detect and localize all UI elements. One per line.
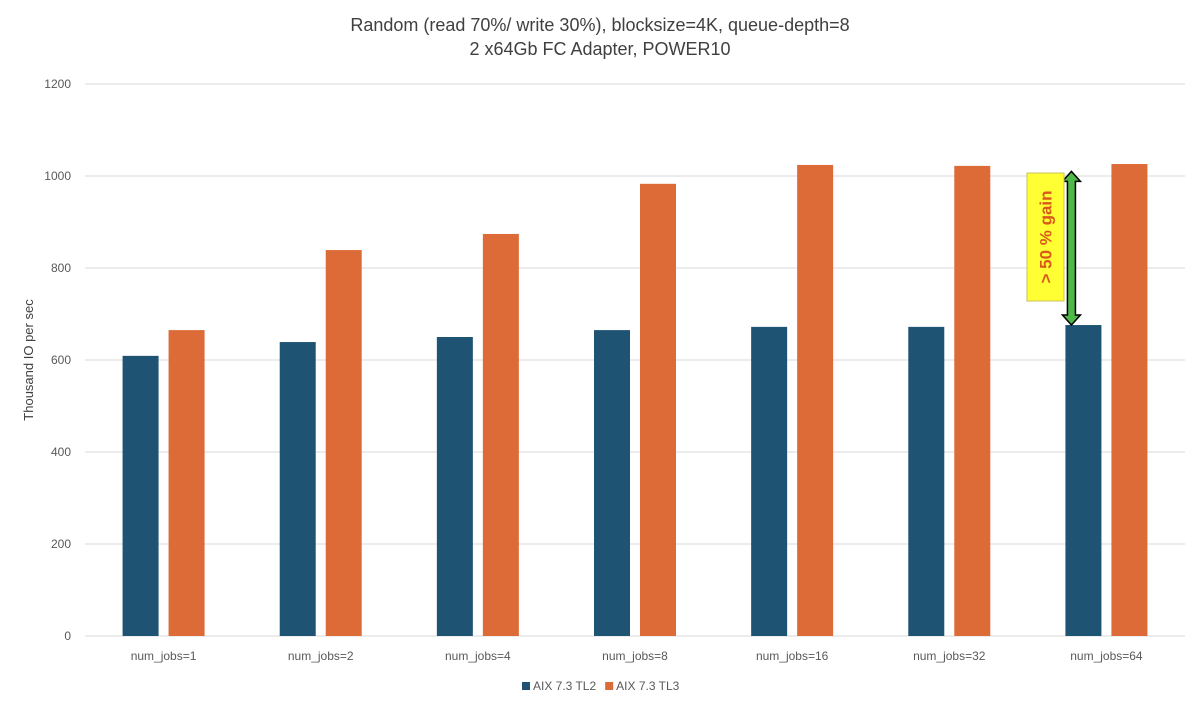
bar-aix-7-3-tl2-num_jobs-32 [908, 326, 945, 636]
bar-aix-7-3-tl3-num_jobs-1 [168, 330, 205, 636]
bar-aix-7-3-tl2-num_jobs-8 [594, 330, 630, 636]
bar-aix-7-3-tl3-num_jobs-8 [640, 183, 676, 636]
bar-aix-7-3-tl3-num_jobs-64 [1111, 164, 1148, 637]
chart-title-line-1: Random (read 70%/ write 30%), blocksize=… [350, 15, 849, 35]
y-tick-label: 400 [51, 445, 71, 459]
chart-title-line-2: 2 x64Gb FC Adapter, POWER10 [469, 39, 730, 59]
bar-aix-7-3-tl2-num_jobs-4 [436, 337, 473, 636]
y-tick-label: 200 [51, 537, 71, 551]
legend-swatch [605, 682, 614, 690]
bar-aix-7-3-tl3-num_jobs-2 [325, 250, 362, 636]
annotation-box [1026, 172, 1065, 302]
x-tick-label: num_jobs=8 [602, 649, 668, 663]
double-arrow-icon [1060, 170, 1083, 327]
bar-aix-7-3-tl2-num_jobs-64 [1065, 325, 1102, 636]
y-axis-label: Thousand IO per sec [21, 299, 36, 421]
x-tick-label: num_jobs=1 [131, 649, 197, 663]
bar-aix-7-3-tl2-num_jobs-1 [122, 355, 159, 636]
x-tick-label: num_jobs=16 [756, 649, 829, 663]
y-tick-label: 600 [51, 353, 71, 367]
bar-aix-7-3-tl3-num_jobs-16 [797, 164, 834, 636]
x-tick-label: num_jobs=4 [445, 649, 511, 663]
bar-aix-7-3-tl3-num_jobs-4 [482, 233, 519, 636]
bar-aix-7-3-tl2-num_jobs-2 [279, 342, 316, 636]
annotation-text: > 50 % gain [1037, 190, 1056, 283]
y-tick-label: 1000 [44, 169, 71, 183]
bar-aix-7-3-tl3-num_jobs-32 [954, 165, 991, 636]
x-tick-label: num_jobs=32 [913, 649, 986, 663]
x-tick-label: num_jobs=64 [1070, 649, 1143, 663]
legend-swatch [522, 682, 530, 690]
legend-label: AIX 7.3 TL2 [533, 679, 596, 693]
y-tick-label: 1200 [44, 77, 71, 91]
y-tick-label: 800 [51, 261, 71, 275]
bar-aix-7-3-tl2-num_jobs-16 [751, 326, 788, 636]
x-tick-label: num_jobs=2 [288, 649, 354, 663]
y-tick-label: 0 [64, 629, 71, 643]
legend-label: AIX 7.3 TL3 [616, 679, 679, 693]
